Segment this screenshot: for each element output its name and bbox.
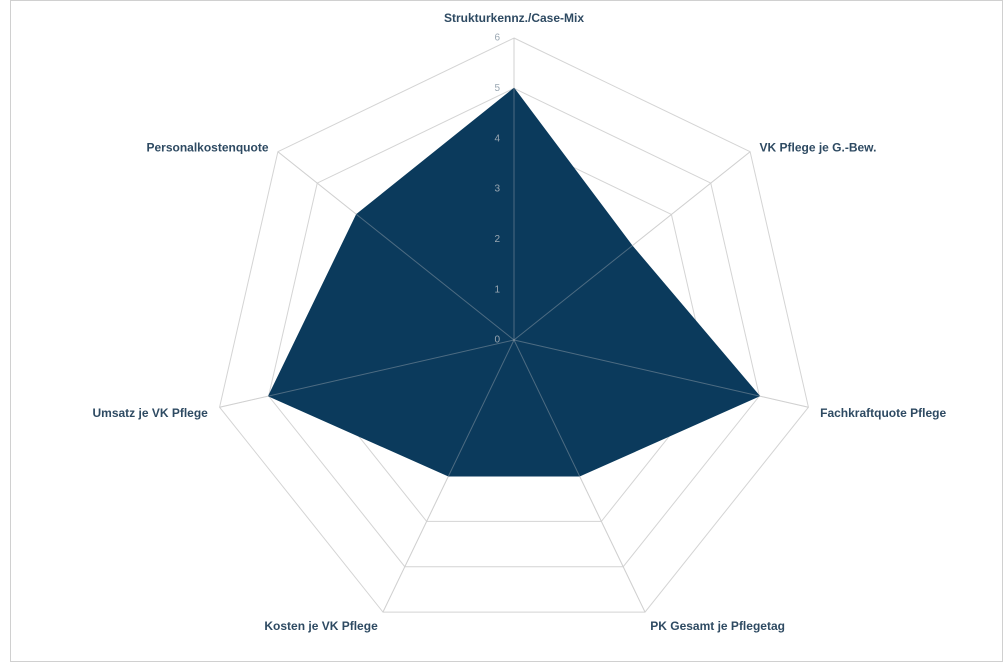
y-tick-label: 6: [494, 33, 500, 44]
y-tick-label: 0: [494, 335, 500, 346]
category-label: PK Gesamt je Pflegetag: [650, 619, 785, 633]
category-label: Strukturkennz./Case-Mix: [444, 11, 584, 25]
category-label: Personalkostenquote: [146, 140, 268, 154]
category-label: VK Pflege je G.-Bew.: [759, 140, 876, 154]
axis-spoke-inner: [277, 151, 515, 341]
y-tick-label: 2: [494, 234, 500, 245]
axis-spoke-inner: [219, 339, 515, 408]
category-label: Umsatz je VK Pflege: [92, 406, 208, 420]
y-tick-label: 1: [494, 284, 500, 295]
axis-spoke-inner: [513, 151, 751, 341]
axis-spoke-inner: [513, 339, 646, 613]
category-label: Kosten je VK Pflege: [264, 619, 378, 633]
y-tick-label: 5: [494, 83, 500, 94]
radar-area: [267, 87, 761, 477]
grid-ring: [268, 87, 760, 568]
y-tick-label: 3: [494, 184, 500, 195]
axis-spoke-inner: [382, 339, 515, 613]
grid-ring: [219, 37, 809, 613]
category-label: Fachkraftquote Pflege: [820, 406, 946, 420]
y-tick-label: 4: [494, 133, 500, 144]
axis-spoke-inner: [513, 339, 809, 408]
